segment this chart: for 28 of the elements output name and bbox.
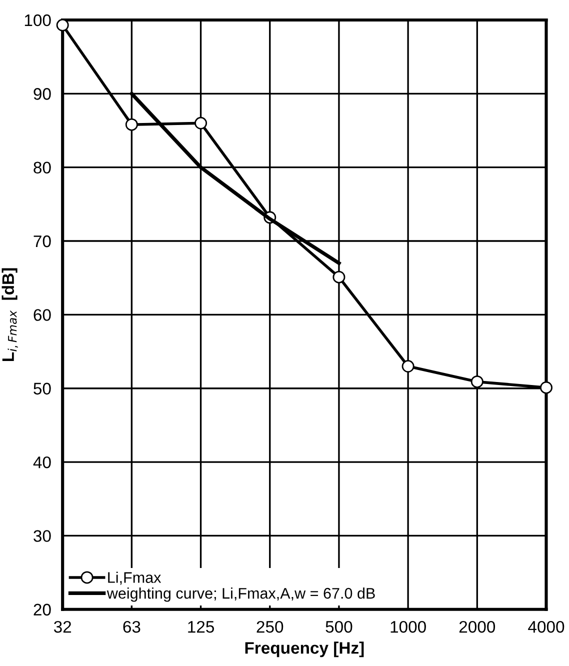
point — [540, 381, 552, 394]
y-axis-title: L$_{i,Fmax}$ [dB] — [2, 268, 18, 361]
y-tick-label: 50 — [34, 382, 51, 395]
legend-label: weighting curve; Li,Fmax,A,w = 67.0 dB — [106, 588, 375, 602]
x-tick-label: 250 — [256, 620, 284, 633]
point — [194, 116, 208, 130]
point — [470, 375, 484, 388]
y-tick-label: 80 — [34, 162, 51, 174]
point — [125, 118, 138, 131]
x-tick-label: 2000 — [459, 620, 496, 633]
point — [332, 270, 346, 284]
legend-label: Li,Fmax — [108, 572, 162, 585]
x-tick-label: 4000 — [528, 620, 564, 633]
x-tick-label: 500 — [326, 620, 352, 633]
y-tick-label: 60 — [34, 309, 51, 321]
x-tick-label: 125 — [188, 620, 214, 633]
y-tick-label: 100 — [24, 14, 51, 26]
x-axis-title: Frequency [Hz] — [245, 642, 364, 658]
y-tick-label: 20 — [34, 604, 51, 616]
x-tick-label: 32 — [54, 620, 72, 633]
y-tick-label: 90 — [34, 88, 51, 100]
point — [402, 360, 414, 373]
y-tick-label: 30 — [34, 530, 51, 542]
x-tick-label: 1000 — [390, 620, 426, 633]
y-tick-label: 70 — [34, 235, 51, 248]
point — [56, 18, 69, 32]
y-tick-label: 40 — [33, 456, 51, 468]
x-tick-label: 63 — [123, 620, 140, 633]
